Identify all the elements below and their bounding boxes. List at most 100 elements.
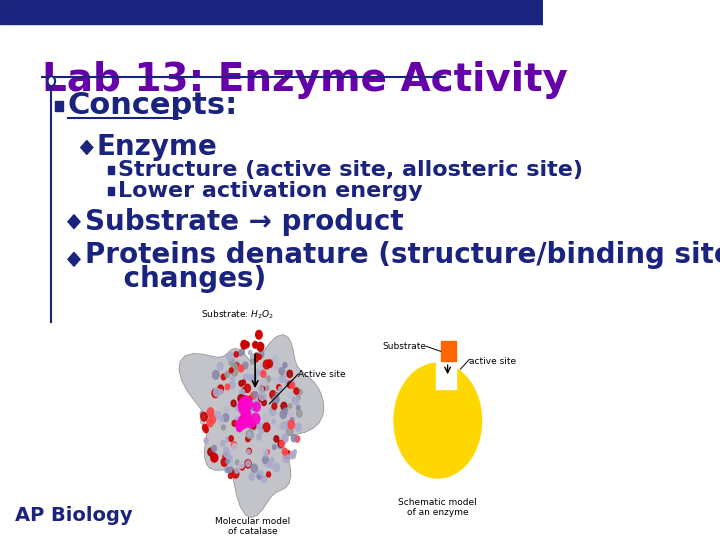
Circle shape [243,395,246,400]
Circle shape [235,420,244,430]
Circle shape [288,409,294,416]
Circle shape [276,383,279,388]
Circle shape [258,367,264,373]
Circle shape [257,342,264,351]
Text: Substrate: $H_2O_2$: Substrate: $H_2O_2$ [202,308,274,321]
Circle shape [251,423,256,430]
Circle shape [263,456,269,463]
Polygon shape [68,252,80,266]
Circle shape [255,370,259,375]
Circle shape [221,374,225,380]
Circle shape [270,407,276,416]
Circle shape [261,476,266,482]
Circle shape [261,397,264,402]
Circle shape [292,435,297,442]
Circle shape [292,397,296,402]
Circle shape [243,362,248,369]
Circle shape [211,453,217,462]
Circle shape [238,415,248,428]
Circle shape [267,359,274,368]
Circle shape [251,403,256,411]
Circle shape [224,449,230,458]
Circle shape [242,380,246,384]
Circle shape [271,397,277,406]
Circle shape [297,410,302,417]
Circle shape [283,362,287,368]
Circle shape [264,452,268,456]
Circle shape [274,362,279,370]
Circle shape [258,355,261,360]
Circle shape [297,406,300,410]
Circle shape [297,395,300,400]
Circle shape [242,388,246,393]
Circle shape [222,456,227,462]
Circle shape [243,409,250,417]
Circle shape [248,350,252,355]
Polygon shape [81,140,93,154]
Circle shape [221,458,228,466]
Circle shape [254,357,258,362]
Circle shape [247,417,255,428]
Circle shape [256,371,259,376]
Circle shape [270,390,276,399]
Circle shape [240,415,246,423]
Circle shape [262,458,268,467]
Circle shape [289,380,295,388]
Circle shape [249,473,255,480]
Circle shape [279,441,284,447]
Circle shape [256,471,261,477]
Circle shape [258,424,263,430]
Circle shape [271,458,274,462]
Circle shape [222,414,229,421]
Circle shape [232,443,237,450]
Circle shape [245,342,249,348]
Circle shape [209,415,216,423]
Circle shape [238,365,243,372]
Circle shape [238,351,242,356]
Circle shape [266,450,269,454]
Circle shape [278,441,283,448]
Circle shape [226,460,229,463]
Circle shape [272,403,276,409]
Circle shape [275,393,279,397]
Circle shape [238,400,246,410]
Circle shape [293,450,297,454]
Circle shape [48,76,55,86]
Circle shape [294,388,299,394]
Circle shape [266,360,272,367]
Circle shape [224,406,229,413]
Circle shape [235,363,238,368]
Bar [55,101,63,111]
Circle shape [248,433,253,440]
Circle shape [253,392,258,397]
Circle shape [227,455,233,462]
Circle shape [269,408,274,413]
Circle shape [240,464,244,470]
Circle shape [295,423,301,431]
Circle shape [212,389,219,397]
Text: Schematic model
of an enzyme: Schematic model of an enzyme [398,498,477,517]
Circle shape [225,384,230,390]
Text: Active site: Active site [298,369,346,379]
Circle shape [394,363,482,478]
Circle shape [284,435,287,440]
Bar [108,166,114,174]
Circle shape [288,421,294,429]
Text: Enzyme: Enzyme [96,133,217,161]
Circle shape [240,396,246,403]
Circle shape [247,374,251,379]
Circle shape [253,400,259,407]
Circle shape [274,436,279,442]
Circle shape [251,423,256,429]
Circle shape [266,384,269,389]
Circle shape [257,474,261,479]
Circle shape [241,413,248,421]
Circle shape [228,467,233,474]
Circle shape [287,370,292,377]
Circle shape [272,396,279,404]
Circle shape [224,447,228,453]
Circle shape [281,402,287,410]
Circle shape [204,438,208,443]
Circle shape [207,409,213,417]
Circle shape [264,459,269,466]
